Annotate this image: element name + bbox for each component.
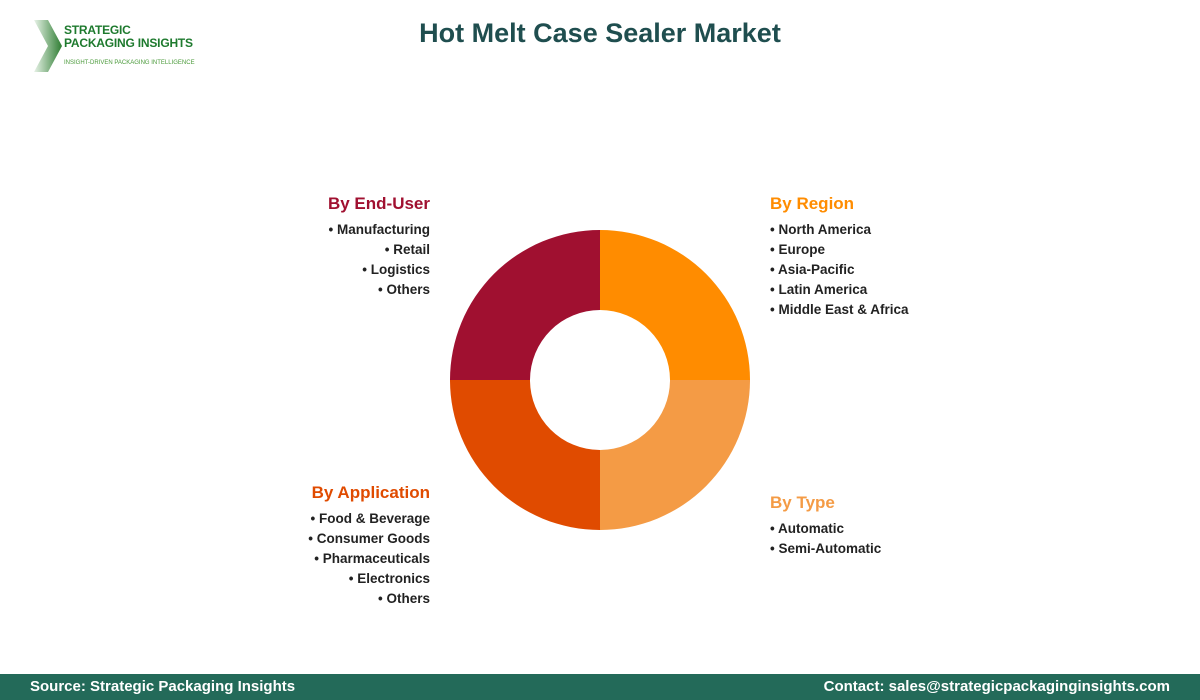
donut-slice-by-type xyxy=(600,380,750,530)
segment-region: By Region North AmericaEuropeAsia-Pacifi… xyxy=(770,194,909,320)
logo-tagline: INSIGHT-DRIVEN PACKAGING INTELLIGENCE xyxy=(64,60,195,66)
list-item: Middle East & Africa xyxy=(770,300,908,320)
list-item: Electronics xyxy=(308,569,430,589)
donut-slice-by-end-user xyxy=(450,230,600,380)
footer-contact: Contact: sales@strategicpackaginginsight… xyxy=(823,678,1170,695)
logo-name: STRATEGIC PACKAGING INSIGHTS xyxy=(64,23,193,50)
segment-enduser: By End-User ManufacturingRetailLogistics… xyxy=(328,194,430,300)
logo-chevron-icon xyxy=(34,20,62,72)
list-item: Manufacturing xyxy=(328,220,430,240)
page-title: Hot Melt Case Sealer Market xyxy=(419,18,781,48)
segment-title: By End-User xyxy=(327,194,430,213)
list-item: Others xyxy=(328,280,430,300)
list-item: North America xyxy=(770,220,909,240)
list-item: Pharmaceuticals xyxy=(308,549,430,569)
segment-list: AutomaticSemi-Automatic xyxy=(770,519,881,559)
list-item: Asia-Pacific xyxy=(770,260,909,280)
segment-type: By Type AutomaticSemi-Automatic xyxy=(770,493,881,559)
donut-slice-by-application xyxy=(450,380,600,530)
segment-list: North AmericaEuropeAsia-PacificLatin Ame… xyxy=(770,220,909,320)
logo: STRATEGIC PACKAGING INSIGHTS INSIGHT-DRIV… xyxy=(32,20,222,72)
segment-application: By Application Food & BeverageConsumer G… xyxy=(308,483,430,609)
list-item: Food & Beverage xyxy=(308,509,430,529)
list-item: Retail xyxy=(328,240,430,260)
list-item: Automatic xyxy=(770,519,881,539)
list-item: Semi-Automatic xyxy=(770,539,881,559)
segment-title: By Region xyxy=(770,194,855,213)
footer: Source: Strategic Packaging Insights Con… xyxy=(0,674,1200,700)
segment-title: By Application xyxy=(311,483,430,502)
segment-list: ManufacturingRetailLogisticsOthers xyxy=(328,220,430,300)
list-item: Logistics xyxy=(328,260,430,280)
list-item: Others xyxy=(308,589,430,609)
list-item: Consumer Goods xyxy=(308,529,430,549)
list-item: Latin America xyxy=(770,280,909,300)
segment-list: Food & BeverageConsumer GoodsPharmaceuti… xyxy=(308,509,430,609)
donut-slice-by-region xyxy=(600,230,750,380)
segment-title: By Type xyxy=(770,493,835,512)
list-item: Europe xyxy=(770,240,909,260)
footer-source: Source: Strategic Packaging Insights xyxy=(30,678,296,695)
